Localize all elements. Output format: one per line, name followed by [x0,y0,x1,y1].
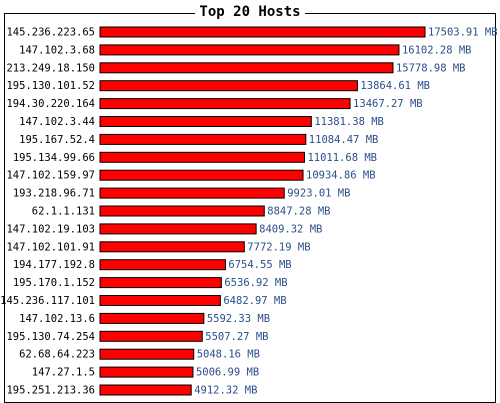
value-label: 17503.91 MB [428,27,498,39]
host-label: 147.102.101.91 [6,241,95,253]
value-label: 11381.38 MB [314,116,384,128]
value-label: 6536.92 MB [224,277,287,289]
bar [99,26,426,38]
host-label: 195.251.213.36 [6,385,95,397]
bar [99,259,226,271]
value-label: 7772.19 MB [247,241,310,253]
bar [99,187,285,199]
host-label: 195.130.74.254 [6,331,95,343]
host-label: 62.1.1.131 [32,206,95,218]
bar [99,151,305,163]
host-label: 147.102.13.6 [19,313,95,325]
value-label: 9923.01 MB [287,188,350,200]
bar [99,384,192,396]
bar [99,223,257,235]
host-label: 195.170.1.152 [13,277,95,289]
value-label: 13467.27 MB [353,98,423,110]
bar [99,330,203,342]
host-label: 195.130.101.52 [6,80,95,92]
host-label: 147.102.159.97 [6,170,95,182]
host-label: 147.102.3.68 [19,44,95,56]
bar [99,348,195,360]
bar [99,295,221,306]
bar [99,80,358,92]
host-label: 62.68.64.223 [19,349,95,361]
value-label: 11084.47 MB [309,134,379,146]
host-label: 145.236.223.65 [6,27,95,39]
value-label: 4912.32 MB [194,385,257,397]
chart-title: Top 20 Hosts [0,4,500,20]
value-label: 8847.28 MB [267,206,330,218]
bar [99,241,245,253]
bar [99,44,400,56]
host-label: 147.27.1.5 [32,367,95,379]
value-label: 6754.55 MB [228,259,291,271]
value-label: 15778.98 MB [396,62,466,74]
value-label: 11011.68 MB [307,152,377,164]
value-label: 10934.86 MB [306,170,376,182]
value-label: 5592.33 MB [207,313,270,325]
host-label: 147.102.3.44 [19,116,95,128]
bar [99,98,351,110]
host-label: 194.30.220.164 [6,98,95,110]
bar [99,312,205,324]
bar [99,205,265,217]
bar [99,277,222,289]
value-label: 8409.32 MB [259,223,322,235]
host-label: 145.236.117.101 [0,295,95,307]
host-label: 147.102.19.103 [6,223,95,235]
value-label: 5006.99 MB [196,367,259,379]
bar [99,366,194,378]
bar [99,169,304,181]
value-label: 16102.28 MB [402,44,472,56]
bar [99,62,394,74]
host-label: 194.177.192.8 [13,259,95,271]
host-label: 195.134.99.66 [13,152,95,164]
bar [99,133,307,145]
value-label: 5048.16 MB [197,349,260,361]
host-label: 193.218.96.71 [13,188,95,200]
bar [99,116,312,127]
value-label: 13864.61 MB [360,80,430,92]
value-label: 5507.27 MB [205,331,268,343]
host-label: 195.167.52.4 [19,134,95,146]
value-label: 6482.97 MB [223,295,286,307]
host-label: 213.249.18.150 [6,62,95,74]
